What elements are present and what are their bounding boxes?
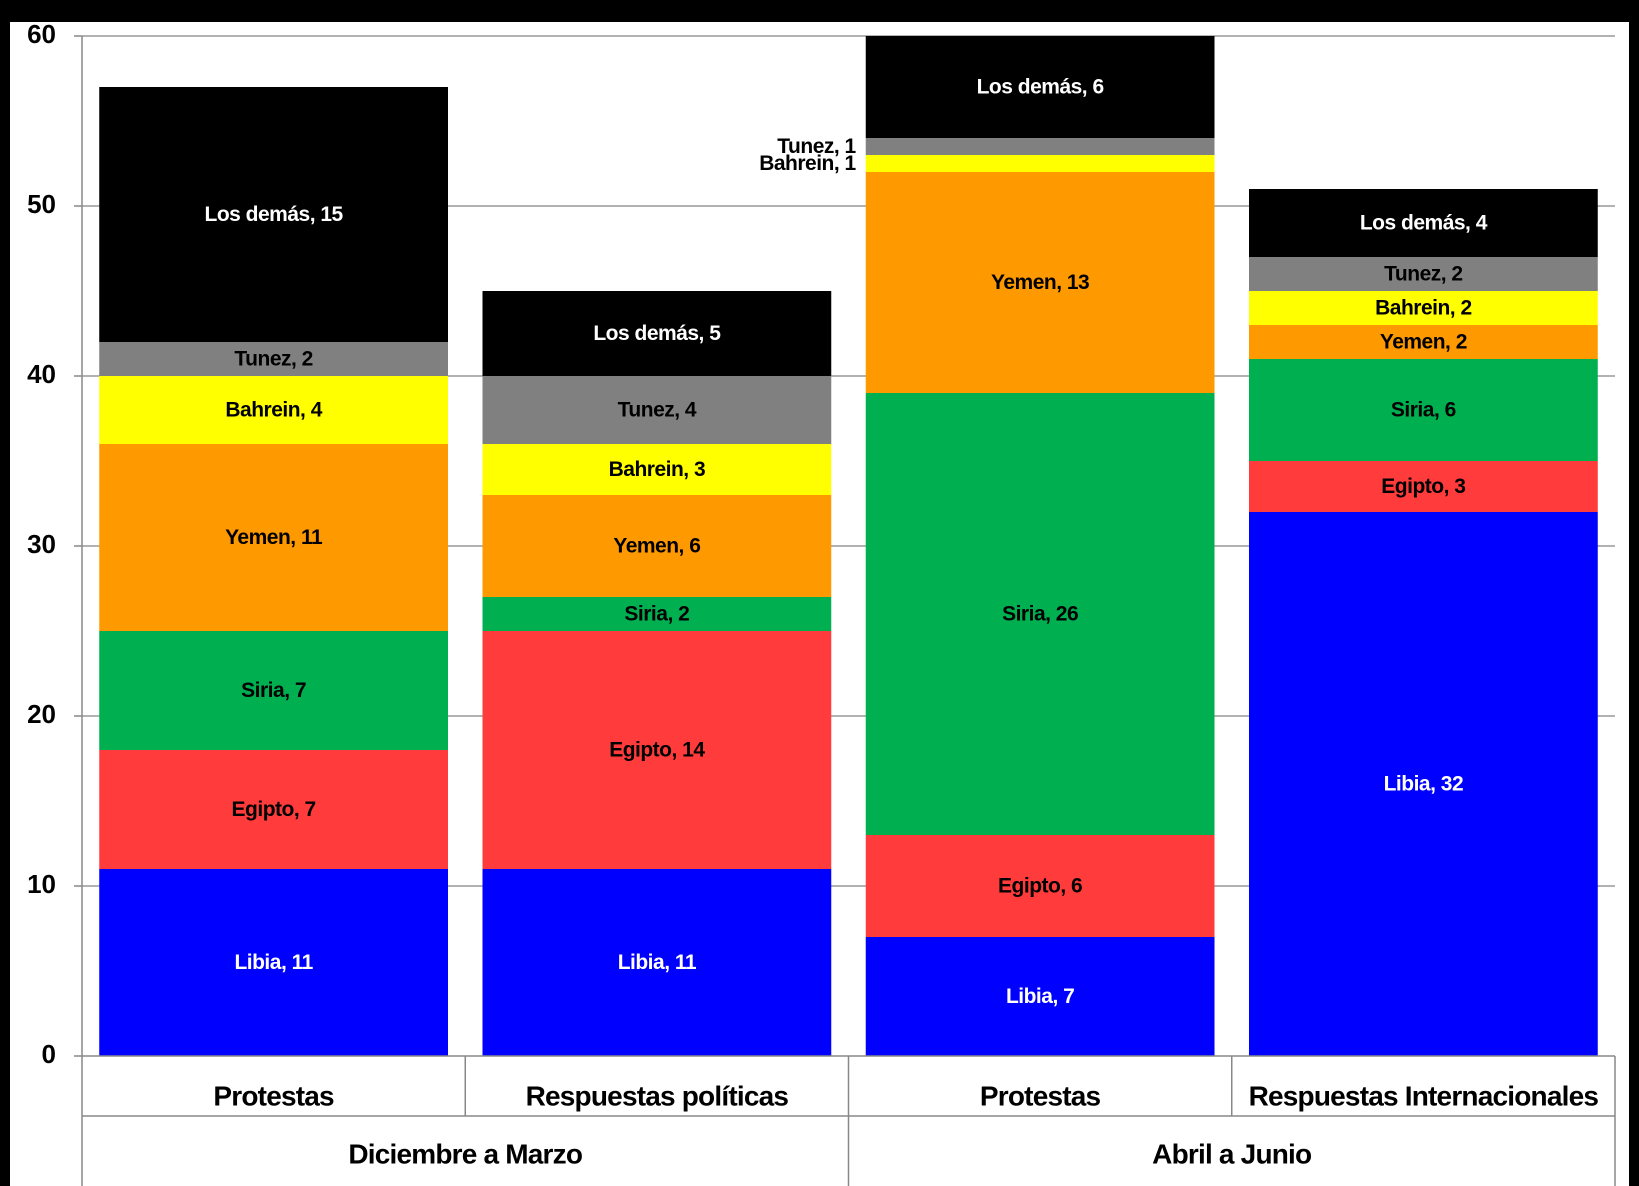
y-tick-label: 20 (27, 699, 56, 729)
bar-segment (865, 172, 1215, 393)
bar-segment (1248, 461, 1598, 512)
y-tick-label: 40 (27, 359, 56, 389)
bar-segment (865, 393, 1215, 835)
data-label: Egipto, 14 (609, 739, 705, 762)
data-label: Bahrein, 1 (759, 152, 856, 175)
bar-segment (99, 750, 449, 869)
data-label: Libia, 11 (234, 951, 313, 974)
bar-segment (482, 376, 832, 444)
data-label: Siria, 26 (1002, 603, 1078, 626)
data-label: Libia, 11 (618, 951, 697, 974)
data-label: Tunez, 2 (1384, 263, 1462, 286)
bar-segment (865, 138, 1215, 155)
x-tick-label: Protestas (980, 1080, 1101, 1111)
data-label: Bahrein, 4 (225, 399, 322, 422)
bar-segment (865, 835, 1215, 937)
bar-segment (99, 444, 449, 631)
bar-segment (1248, 291, 1598, 325)
bar-segment (482, 869, 832, 1056)
bar-segment (99, 631, 449, 750)
data-label: Siria, 7 (241, 679, 306, 702)
data-label: Egipto, 7 (232, 798, 316, 821)
bar-segment (1248, 512, 1598, 1056)
data-label: Los demás, 5 (593, 322, 721, 345)
bar-segment (1248, 325, 1598, 359)
bar-segment (482, 631, 832, 869)
data-label: Yemen, 13 (991, 271, 1089, 294)
data-label: Siria, 6 (1391, 399, 1456, 422)
bar-segment (99, 869, 449, 1056)
bar-segment (865, 937, 1215, 1056)
group-label: Abril a Junio (1152, 1138, 1312, 1169)
data-label: Egipto, 6 (998, 875, 1082, 898)
data-label: Tunez, 2 (234, 348, 312, 371)
data-label: Los demás, 4 (1360, 212, 1488, 235)
data-label: Bahrein, 3 (609, 458, 706, 481)
bar-segment (1248, 359, 1598, 461)
bar-segment (482, 291, 832, 376)
x-tick-label: Respuestas políticas (526, 1080, 789, 1111)
y-tick-label: 50 (27, 189, 56, 219)
bar-segment (1248, 257, 1598, 291)
data-label: Libia, 32 (1384, 773, 1464, 796)
bar-segment (99, 376, 449, 444)
bar-segment (99, 342, 449, 376)
bar-segment (482, 597, 832, 631)
y-tick-label: 30 (27, 529, 56, 559)
data-label: Tunez, 4 (618, 399, 697, 422)
y-tick-label: 60 (27, 19, 56, 49)
y-tick-label: 0 (42, 1039, 56, 1069)
data-label: Yemen, 2 (1380, 331, 1467, 354)
data-label: Libia, 7 (1006, 985, 1074, 1008)
group-label: Diciembre a Marzo (348, 1138, 583, 1169)
bar-segment (482, 495, 832, 597)
y-tick-label: 10 (27, 869, 56, 899)
x-tick-label: Protestas (213, 1080, 334, 1111)
data-label: Yemen, 6 (613, 535, 700, 558)
data-label: Bahrein, 2 (1375, 297, 1472, 320)
bar-segment (1248, 189, 1598, 257)
data-label: Siria, 2 (624, 603, 689, 626)
x-tick-label: Respuestas Internacionales (1249, 1080, 1599, 1111)
data-label: Los demás, 6 (977, 76, 1104, 99)
bar-segment (99, 87, 449, 342)
bar-segment (865, 155, 1215, 172)
bar-segment (482, 444, 832, 495)
bar-segment (865, 36, 1215, 138)
data-label: Yemen, 11 (225, 526, 323, 549)
data-label: Tunez, 1 (777, 135, 856, 158)
data-label: Los demás, 15 (205, 203, 344, 226)
data-label: Egipto, 3 (1381, 475, 1465, 498)
